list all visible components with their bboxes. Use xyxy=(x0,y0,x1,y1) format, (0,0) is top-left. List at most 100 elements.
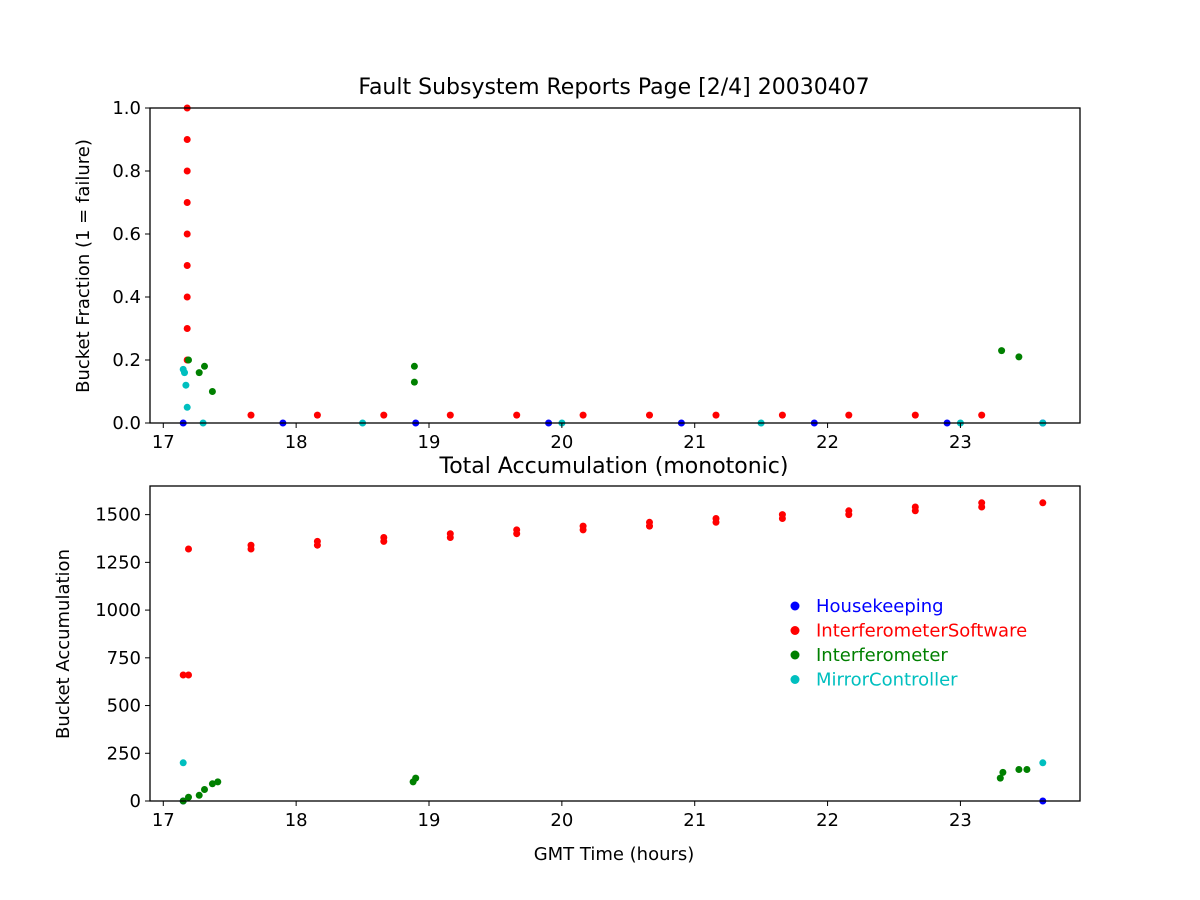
bottom-interferometersoftware-point xyxy=(978,499,986,507)
bottom-interferometersoftware-point xyxy=(313,537,321,545)
bottom-panel: Total Accumulation (monotonic) Bucket Ac… xyxy=(53,454,1081,865)
top-x-tick-label: 22 xyxy=(816,432,839,453)
bottom-interferometer-point xyxy=(201,786,208,793)
top-interferometersoftware-point xyxy=(247,411,255,419)
top-interferometersoftware-point xyxy=(183,230,191,238)
top-x-tick-label: 19 xyxy=(418,432,441,453)
legend-label-housekeeping: Housekeeping xyxy=(816,596,944,617)
bottom-chart-title: Total Accumulation (monotonic) xyxy=(439,454,789,479)
legend-label-interferometer: Interferometer xyxy=(816,645,948,666)
legend-item-interferometer: Interferometer xyxy=(790,645,948,666)
top-interferometer-point xyxy=(1015,353,1023,361)
bottom-interferometer-point xyxy=(412,774,420,782)
bottom-interferometer-point xyxy=(195,791,203,799)
bottom-interferometersoftware-point xyxy=(513,526,521,534)
top-plot-area xyxy=(179,104,1047,427)
bottom-x-tick-label: 19 xyxy=(418,810,441,831)
legend-label-mirrorcontroller: MirrorController xyxy=(816,670,958,691)
bottom-y-tick-label: 250 xyxy=(107,743,141,764)
top-interferometersoftware-point xyxy=(183,325,191,332)
bottom-y-tick-label: 1500 xyxy=(95,505,141,526)
bottom-x-tick-label: 23 xyxy=(949,810,972,831)
top-interferometer-point xyxy=(201,362,208,370)
top-interferometersoftware-point xyxy=(380,411,388,419)
top-series-interferometersoftware xyxy=(183,104,986,419)
top-interferometersoftware-point xyxy=(183,136,191,143)
top-interferometersoftware-point xyxy=(446,411,454,419)
bottom-x-tick-label: 18 xyxy=(285,810,308,831)
top-interferometer-point xyxy=(410,378,418,386)
top-y-tick-label: 0.8 xyxy=(112,161,141,182)
bottom-interferometer-point xyxy=(208,780,216,788)
bottom-interferometersoftware-point xyxy=(646,518,653,526)
bottom-mirrorcontroller-point xyxy=(179,759,187,767)
legend-marker-housekeeping xyxy=(790,601,800,611)
bottom-y-tick-label: 0 xyxy=(130,791,141,812)
top-chart-title: Fault Subsystem Reports Page [2/4] 20030… xyxy=(358,75,869,100)
top-x-tick-label: 17 xyxy=(152,432,175,453)
bottom-interferometersoftware-point xyxy=(911,503,919,511)
top-mirrorcontroller-point xyxy=(181,369,188,377)
bottom-mirrorcontroller-point xyxy=(1039,759,1047,767)
legend-item-mirrorcontroller: MirrorController xyxy=(790,670,958,691)
top-series-mirrorcontroller xyxy=(179,365,1047,427)
top-interferometersoftware-point xyxy=(313,411,321,419)
bottom-interferometersoftware-point xyxy=(380,534,388,541)
top-x-tick-label: 20 xyxy=(550,432,573,453)
legend-item-housekeeping: Housekeeping xyxy=(790,596,944,617)
top-x-tick-label: 23 xyxy=(949,432,972,453)
legend-marker-interferometersoftware xyxy=(790,626,800,635)
bottom-interferometersoftware-point xyxy=(845,507,853,515)
top-interferometer-point xyxy=(410,362,418,370)
bottom-plot-area xyxy=(179,499,1047,805)
bottom-interferometersoftware-point xyxy=(185,671,192,679)
bottom-interferometersoftware-point xyxy=(185,545,192,553)
bottom-x-axis-label: GMT Time (hours) xyxy=(534,844,695,865)
top-interferometer-point xyxy=(195,369,203,377)
bottom-interferometer-point xyxy=(1023,766,1031,773)
top-interferometer-point xyxy=(998,347,1006,355)
bottom-interferometersoftware-point xyxy=(778,511,786,519)
bottom-interferometersoftware-point xyxy=(712,515,720,522)
bottom-y-tick-label: 750 xyxy=(107,648,141,669)
bottom-x-ticks: 17 18 19 20 21 22 23 xyxy=(152,801,972,831)
bottom-interferometersoftware-point xyxy=(247,541,255,549)
top-interferometersoftware-point xyxy=(183,199,191,206)
bottom-axes-frame xyxy=(149,485,1081,802)
top-x-ticks: 17 18 19 20 21 22 23 xyxy=(152,423,972,453)
legend-item-interferometersoftware: InterferometerSoftware xyxy=(790,621,1027,642)
bottom-interferometersoftware-point xyxy=(1039,499,1047,507)
top-y-tick-label: 0.6 xyxy=(112,224,141,245)
top-y-tick-label: 0.2 xyxy=(112,350,141,371)
top-y-tick-label: 0.4 xyxy=(112,287,141,308)
top-y-axis-label: Bucket Fraction (1 = failure) xyxy=(73,139,94,393)
top-x-tick-label: 18 xyxy=(285,432,308,453)
bottom-y-tick-label: 1000 xyxy=(95,600,141,621)
top-interferometersoftware-point xyxy=(579,411,587,419)
legend-marker-interferometer xyxy=(790,650,800,660)
top-y-tick-label: 1.0 xyxy=(112,98,141,119)
top-interferometer-point xyxy=(208,388,216,395)
bottom-interferometer-point xyxy=(185,793,192,801)
top-mirrorcontroller-point xyxy=(182,381,190,389)
bottom-y-ticks: 0 250 500 750 1000 1250 1500 xyxy=(95,505,150,812)
top-interferometer-point xyxy=(185,356,192,364)
top-interferometersoftware-point xyxy=(646,411,653,419)
bottom-interferometersoftware-point xyxy=(579,522,587,530)
legend: Housekeeping InterferometerSoftware Interf… xyxy=(790,596,1027,691)
top-interferometersoftware-point xyxy=(845,411,853,419)
top-interferometersoftware-point xyxy=(183,262,191,269)
top-interferometersoftware-point xyxy=(183,167,191,175)
top-axes-frame xyxy=(149,107,1081,424)
top-interferometersoftware-point xyxy=(778,411,786,419)
top-interferometersoftware-point xyxy=(712,411,720,419)
bottom-interferometer-point xyxy=(996,774,1004,782)
bottom-series-mirrorcontroller xyxy=(179,759,1047,767)
bottom-series-interferometersoftware xyxy=(179,499,1047,679)
bottom-x-tick-label: 22 xyxy=(816,810,839,831)
top-mirrorcontroller-point xyxy=(183,403,191,411)
bottom-interferometer-point xyxy=(1015,766,1023,773)
bottom-y-axis-label: Bucket Accumulation xyxy=(53,549,74,739)
